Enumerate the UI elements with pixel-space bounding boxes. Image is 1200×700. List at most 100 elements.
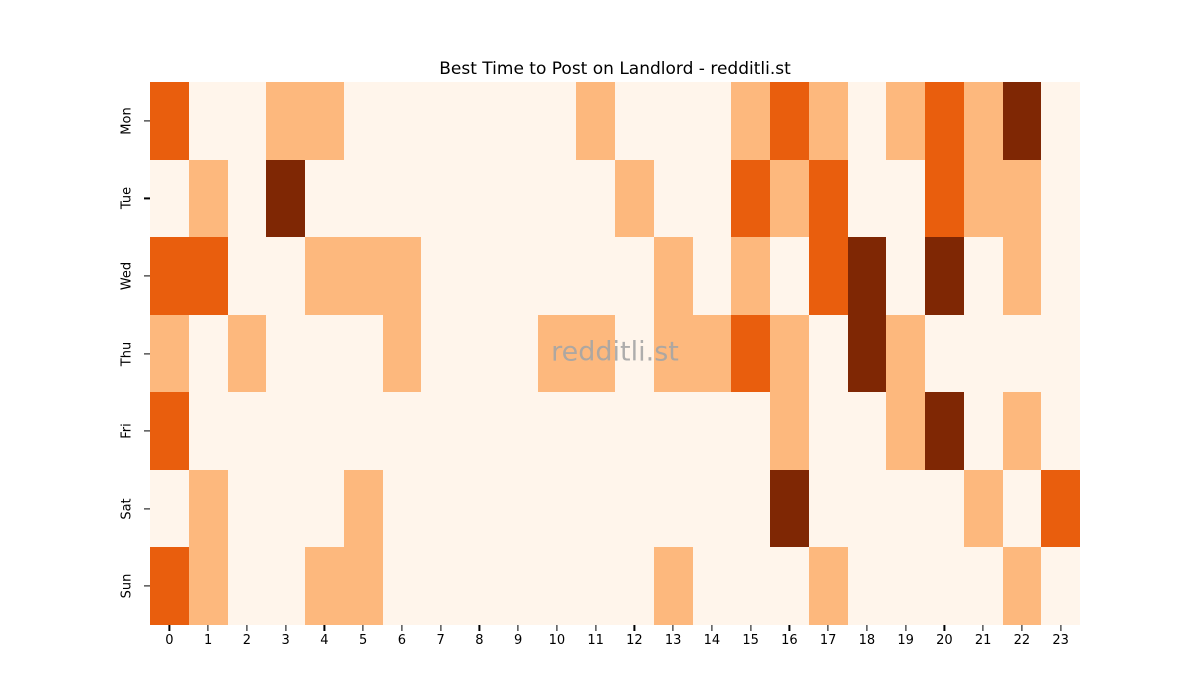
heatmap-cell: [537, 547, 577, 625]
heatmap-cell: [886, 314, 925, 393]
x-tick-mark: [556, 625, 558, 631]
heatmap-cell: [537, 469, 577, 548]
x-tick-mark: [517, 625, 519, 631]
y-tick-label: Sun: [119, 573, 135, 599]
x-tick-label: 17: [819, 633, 837, 648]
x-tick-label: 12: [626, 633, 643, 648]
y-tick-label: Fri: [119, 423, 135, 439]
heatmap-cell: [963, 237, 1003, 315]
heatmap-cell: [305, 547, 344, 625]
heatmap-cell: [537, 82, 577, 160]
x-tick-label: 13: [664, 633, 682, 648]
x-tick-mark: [943, 625, 945, 631]
x-tick-label: 18: [858, 633, 876, 648]
heatmap-cell: [770, 314, 809, 393]
heatmap-cell: [770, 392, 809, 470]
heatmap-cell: [227, 547, 267, 625]
heatmap-cell: [886, 469, 925, 548]
heatmap-cell: [150, 547, 189, 625]
heatmap-cell: [227, 159, 267, 238]
heatmap-cell: [343, 547, 383, 625]
heatmap-cell: [847, 469, 887, 548]
heatmap-cell: [576, 314, 615, 393]
heatmap-cell: [1002, 469, 1042, 548]
heatmap-cell: [266, 469, 305, 548]
heatmap-cell: [808, 159, 848, 238]
heatmap-cell: [266, 314, 305, 393]
heatmap-cell: [343, 392, 383, 470]
heatmap-cell: [421, 469, 460, 548]
heatmap-cell: [847, 314, 887, 393]
heatmap-cell: [925, 237, 964, 315]
x-tick-label: 8: [475, 633, 484, 648]
heatmap-cell: [615, 392, 654, 470]
heatmap-cell: [615, 314, 654, 393]
heatmap-cell: [653, 314, 693, 393]
heatmap-cell: [188, 469, 228, 548]
heatmap-cell: [925, 314, 964, 393]
heatmap-cell: [227, 469, 267, 548]
heatmap-cell: [1041, 82, 1080, 160]
heatmap-cell: [150, 82, 189, 160]
heatmap-cell: [847, 82, 887, 160]
x-tick-mark: [362, 625, 364, 631]
heatmap-cell: [421, 314, 460, 393]
x-tick-mark: [478, 625, 480, 631]
heatmap-cell: [576, 469, 615, 548]
heatmap-cell: [150, 469, 189, 548]
x-tick-mark: [711, 625, 713, 631]
heatmap-cell: [1002, 314, 1042, 393]
x-tick-label: 19: [897, 633, 914, 648]
heatmap-cell: [731, 469, 770, 548]
heatmap-cell: [808, 547, 848, 625]
heatmap-cell: [343, 469, 383, 548]
heatmap-cell: [963, 159, 1003, 238]
heatmap-cell: [188, 237, 228, 315]
heatmap-cell: [886, 237, 925, 315]
heatmap-cell: [770, 82, 809, 160]
x-tick-mark: [633, 625, 635, 631]
heatmap-cell: [925, 392, 964, 470]
heatmap-cell: [266, 392, 305, 470]
heatmap-cell: [266, 82, 305, 160]
heatmap-cell: [1002, 82, 1042, 160]
heatmap-cell: [1002, 392, 1042, 470]
heatmap-cell: [886, 82, 925, 160]
heatmap-cell: [653, 237, 693, 315]
heatmap-cell: [770, 237, 809, 315]
heatmap-cell: [653, 159, 693, 238]
heatmap-cell: [227, 392, 267, 470]
x-tick-label: 20: [936, 633, 953, 648]
x-tick-mark: [285, 625, 287, 631]
heatmap-cell: [498, 314, 538, 393]
heatmap-cell: [731, 237, 770, 315]
x-tick-mark: [905, 625, 907, 631]
heatmap-cell: [421, 392, 460, 470]
heatmap-cell: [460, 82, 499, 160]
heatmap-cell: [692, 469, 732, 548]
heatmap-cell: [653, 392, 693, 470]
x-tick-mark: [246, 625, 248, 631]
heatmap-cell: [188, 159, 228, 238]
heatmap-cell: [770, 547, 809, 625]
heatmap-cell: [1041, 314, 1080, 393]
x-tick-mark: [750, 625, 752, 631]
heatmap-cell: [305, 159, 344, 238]
heatmap-cell: [227, 82, 267, 160]
x-tick-mark: [827, 625, 829, 631]
heatmap-cell: [770, 469, 809, 548]
heatmap-cell: [343, 159, 383, 238]
x-tick-label: 1: [203, 633, 213, 648]
x-tick-label: 10: [548, 633, 566, 648]
y-tick-mark: [144, 508, 150, 510]
x-tick-label: 9: [513, 633, 523, 648]
x-tick-label: 2: [242, 633, 252, 648]
x-tick-mark: [866, 625, 868, 631]
heatmap-cell: [537, 392, 577, 470]
heatmap-cell: [808, 82, 848, 160]
heatmap-cell: [266, 237, 305, 315]
heatmap-cell: [615, 82, 654, 160]
heatmap-cell: [653, 469, 693, 548]
heatmap-cell: [421, 237, 460, 315]
chart-title: Best Time to Post on Landlord - redditli…: [439, 59, 791, 79]
